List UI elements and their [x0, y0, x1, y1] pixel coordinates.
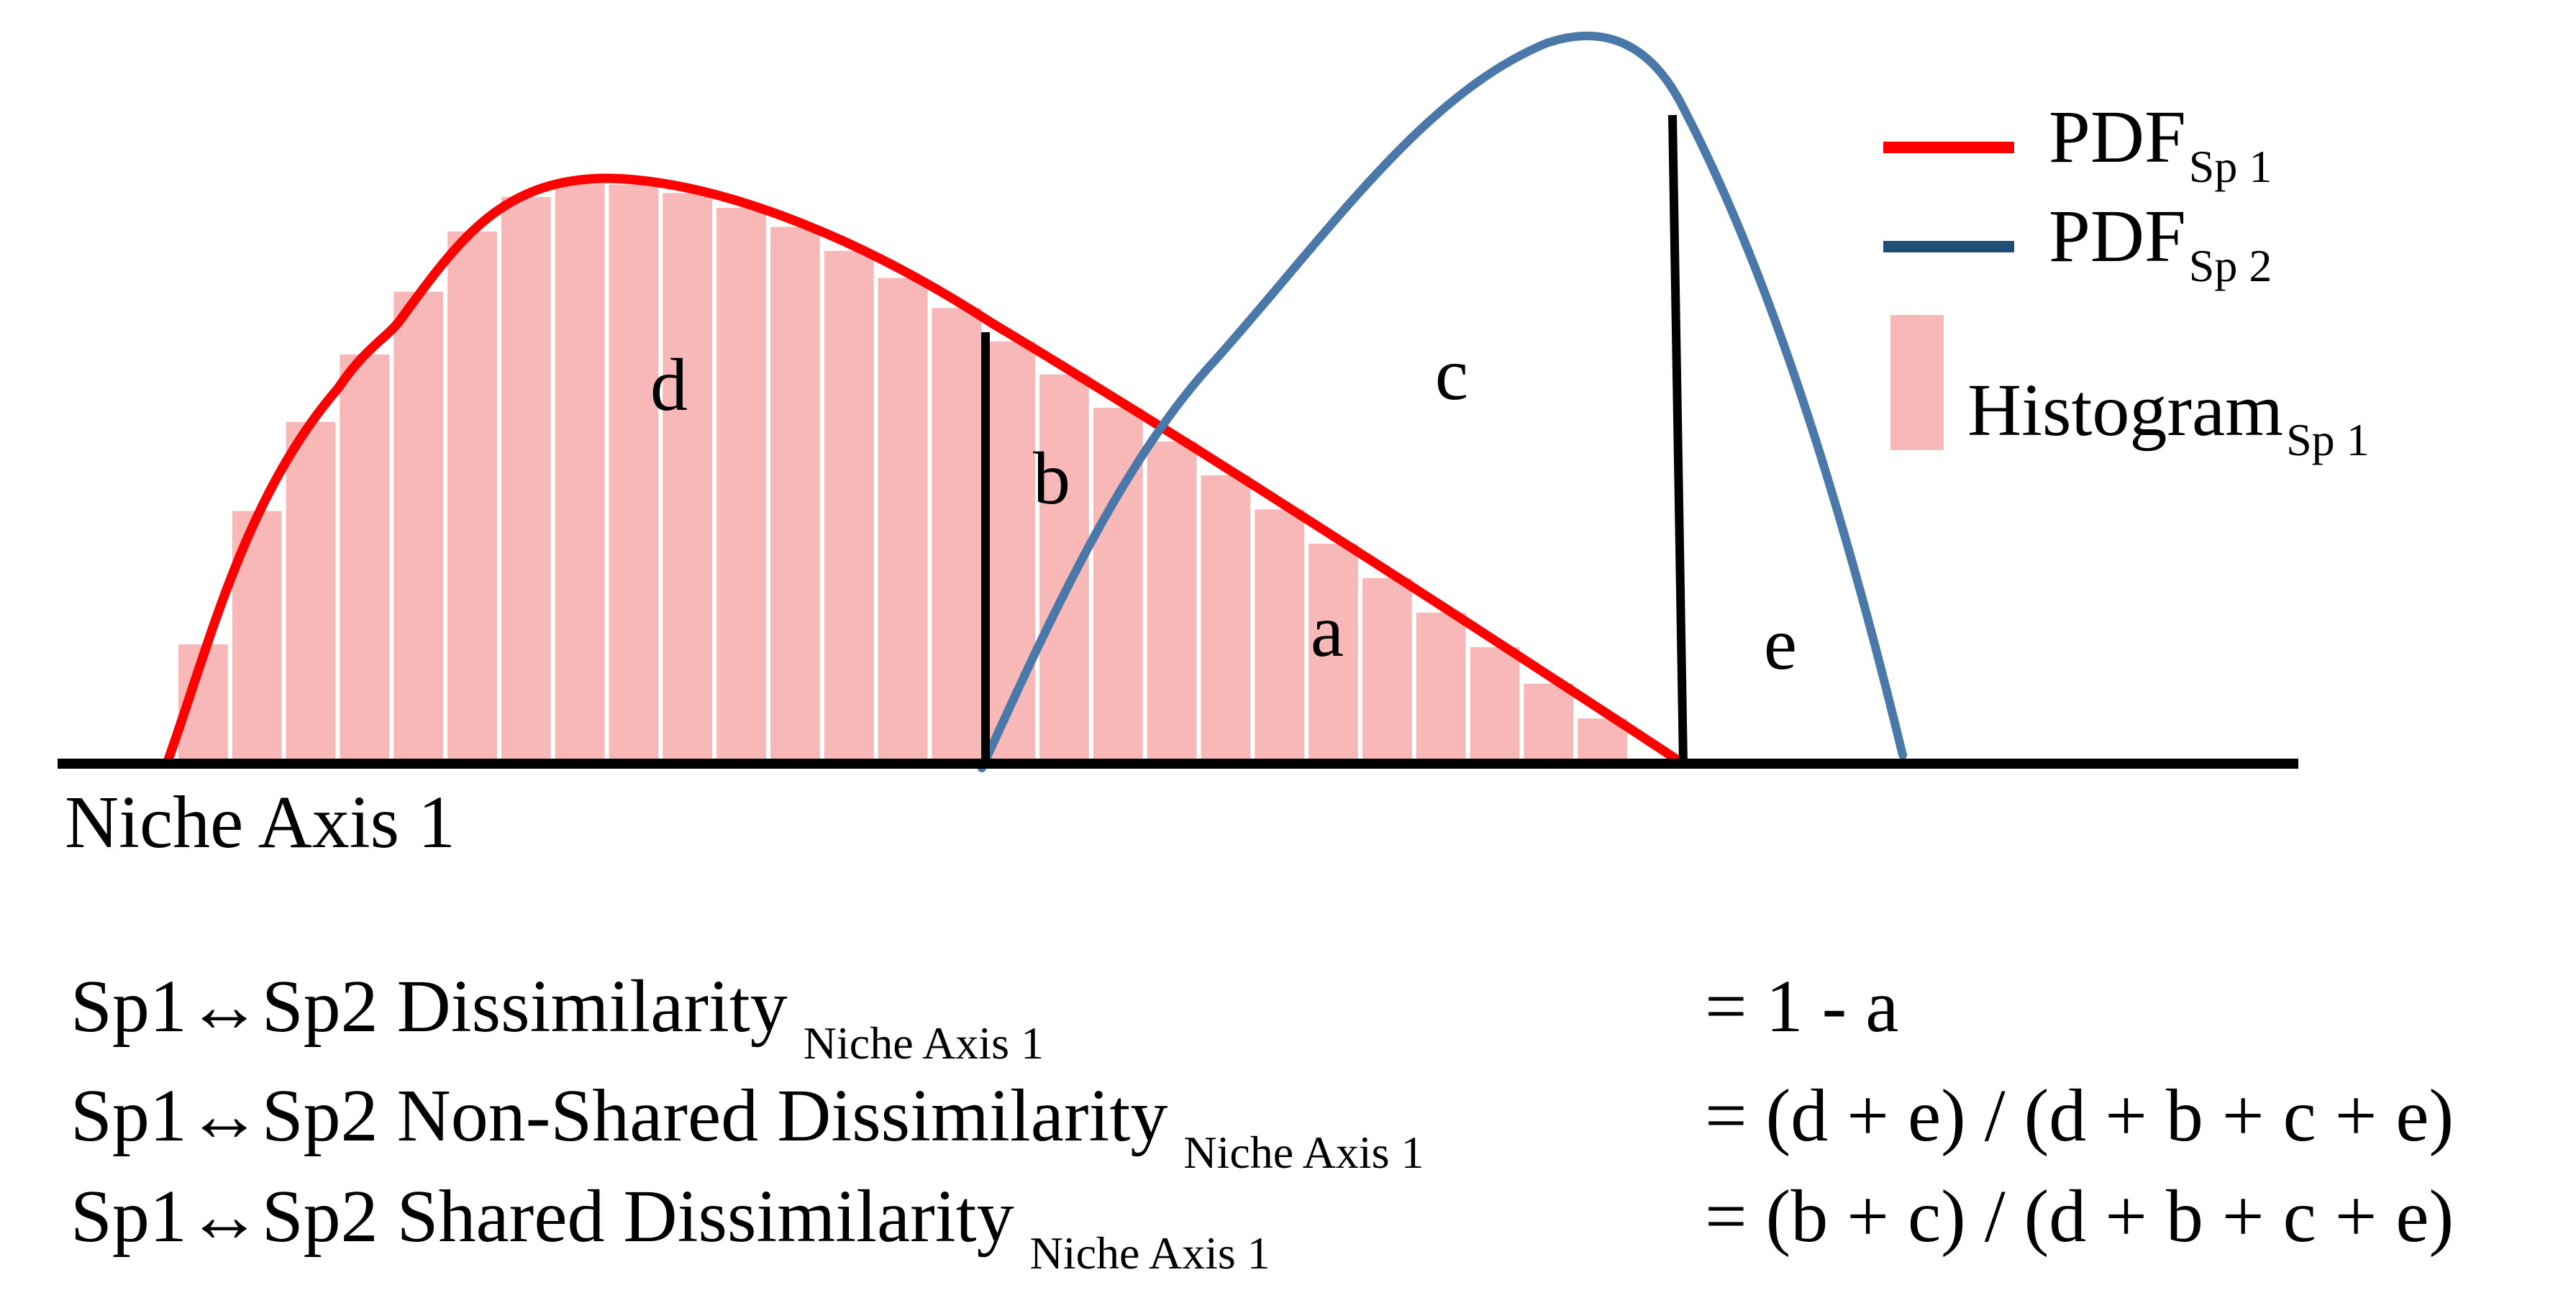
histogram-bar: [340, 355, 390, 759]
legend-swatch-histogram-sp1: [1890, 315, 1944, 450]
pdf-sp1-curve: [162, 173, 1688, 769]
histogram-sp1: [178, 183, 1627, 760]
histogram-bar: [986, 341, 1035, 759]
histogram-bar: [501, 196, 551, 759]
histogram-bar: [1416, 612, 1466, 759]
legend-label-histogram-sp1: HistogramSp 1: [1967, 369, 2370, 465]
legend: PDFSp 1 PDFSp 2 HistogramSp 1: [1883, 96, 2370, 465]
region-label-d: d: [650, 344, 688, 426]
region-label-c: c: [1435, 333, 1468, 416]
histogram-bar: [393, 291, 444, 760]
histogram-bar: [1255, 509, 1305, 759]
boundary-line-right: [1668, 114, 1688, 764]
histogram-bar: [286, 421, 336, 759]
histogram-bar: [1147, 441, 1197, 759]
axis-label: Niche Axis 1: [65, 781, 455, 864]
histogram-bar: [447, 231, 497, 759]
region-label-a: a: [1311, 590, 1344, 672]
region-label-b: b: [1033, 437, 1070, 520]
histogram-bar: [1201, 475, 1251, 759]
histogram-bar: [770, 227, 820, 760]
histogram-bar: [663, 193, 713, 759]
pdf-sp2-curve: [978, 32, 1907, 772]
histogram-bar: [932, 308, 982, 759]
region-label-e: e: [1764, 603, 1797, 685]
histogram-bar: [1470, 647, 1520, 759]
histogram-bar: [609, 184, 659, 759]
histogram-bar: [1362, 577, 1412, 759]
legend-label-pdf-sp1: PDFSp 1: [2049, 96, 2272, 192]
histogram-bar: [824, 250, 874, 759]
histogram-bar: [555, 183, 605, 759]
histogram-bar: [1524, 683, 1574, 759]
legend-label-pdf-sp2: PDFSp 2: [2049, 195, 2272, 291]
histogram-bar: [878, 278, 928, 760]
histogram-bar: [1309, 544, 1358, 759]
histogram-bar: [716, 208, 766, 760]
